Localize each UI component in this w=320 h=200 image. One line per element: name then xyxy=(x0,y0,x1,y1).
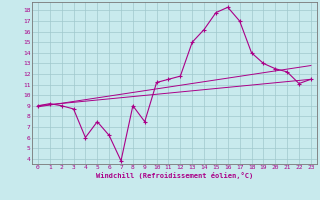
X-axis label: Windchill (Refroidissement éolien,°C): Windchill (Refroidissement éolien,°C) xyxy=(96,172,253,179)
